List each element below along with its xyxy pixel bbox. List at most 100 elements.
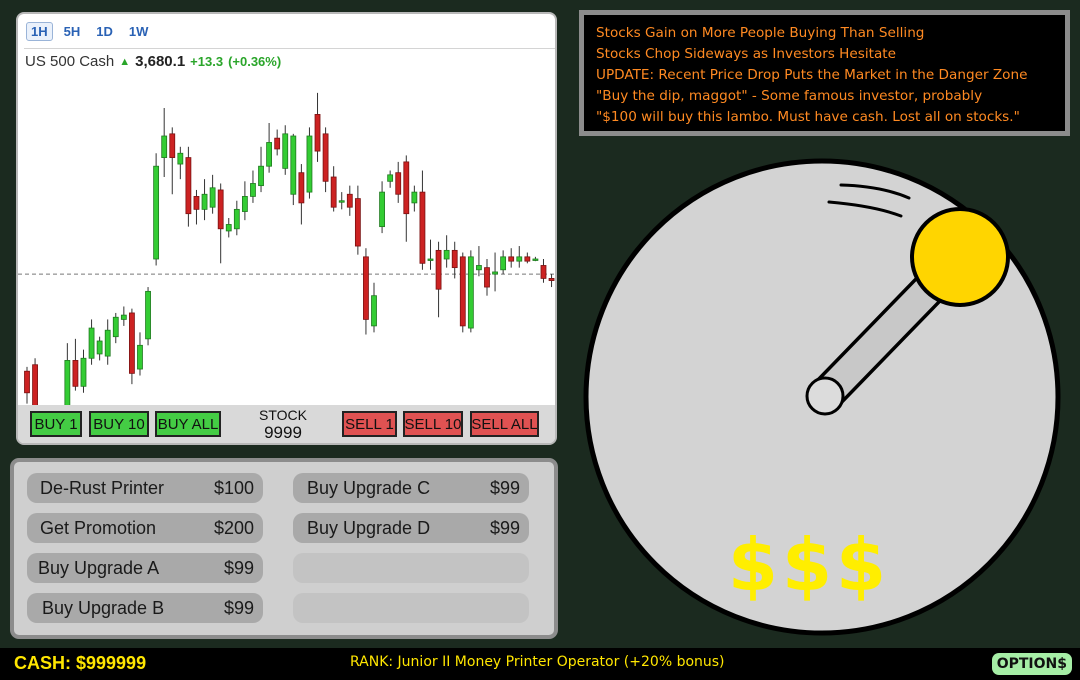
- upgrade-buy-upgrade-c[interactable]: Buy Upgrade C $99: [293, 473, 529, 503]
- candle: [435, 241, 442, 318]
- upgrade-name: Buy Upgrade D: [307, 518, 431, 538]
- candle: [233, 200, 240, 236]
- candle-body: [120, 314, 127, 320]
- current-price: 3,680.1: [135, 53, 186, 70]
- candle: [476, 246, 482, 277]
- candle-body: [330, 176, 337, 208]
- upgrade-de-rust-printer[interactable]: De-Rust Printer $100: [27, 473, 263, 503]
- news-headline: Stocks Gain on More People Buying Than S…: [596, 25, 925, 41]
- candle: [516, 246, 523, 268]
- candle: [193, 189, 200, 225]
- candle: [120, 306, 127, 326]
- upgrade-name: De-Rust Printer: [40, 478, 165, 498]
- empty-upgrade-slot: [293, 553, 529, 583]
- timeframe-5h[interactable]: 5H: [63, 24, 81, 39]
- empty-upgrade-slot: [293, 593, 529, 623]
- candle-body: [500, 256, 507, 271]
- upgrade-name: Buy Upgrade C: [307, 478, 431, 498]
- candle: [524, 252, 531, 264]
- crank-knob[interactable]: [910, 207, 1010, 307]
- candle: [80, 349, 87, 393]
- candle: [96, 336, 103, 361]
- candle: [346, 185, 353, 216]
- candlestick-chart: [18, 92, 555, 443]
- trade-bar: BUY 1 BUY 10 BUY ALL STOCK 9999 SELL 1 S…: [18, 405, 555, 443]
- candle-body: [459, 256, 466, 327]
- money-symbols: $$$: [728, 523, 890, 607]
- candle: [459, 252, 466, 333]
- candle-body: [451, 249, 458, 269]
- candle: [145, 287, 151, 346]
- candle-body: [467, 256, 474, 329]
- candle: [500, 250, 507, 275]
- candle: [129, 308, 135, 385]
- candle: [185, 146, 192, 227]
- sell-all-button[interactable]: SELL ALL: [470, 411, 539, 437]
- candle: [137, 332, 143, 376]
- candle: [322, 127, 329, 193]
- candle: [395, 161, 402, 203]
- status-bar: CASH: $999999 RANK: Junior II Money Prin…: [0, 648, 1080, 680]
- candle-body: [193, 196, 200, 210]
- candle-body: [306, 135, 313, 193]
- sell-10-button[interactable]: SELL 10: [403, 411, 463, 437]
- upgrade-buy-upgrade-b[interactable]: Buy Upgrade B $99: [27, 593, 263, 623]
- candle-body: [129, 312, 135, 374]
- candle-body: [241, 196, 248, 212]
- candle: [177, 146, 184, 180]
- stock-holdings: STOCK 9999: [250, 407, 316, 441]
- candle: [290, 133, 297, 206]
- timeframe-selector: 1H 5H 1D 1W: [26, 22, 153, 41]
- news-headline: Stocks Chop Sideways as Investors Hesita…: [596, 46, 896, 62]
- candle-body: [201, 193, 208, 210]
- upgrade-price: $99: [223, 598, 254, 618]
- rank-display: RANK: Junior II Money Printer Operator (…: [350, 654, 725, 670]
- upgrade-price: $200: [213, 518, 254, 538]
- timeframe-1d[interactable]: 1D: [96, 24, 113, 39]
- candle-body: [185, 157, 192, 215]
- upgrade-get-promotion[interactable]: Get Promotion $200: [27, 513, 263, 543]
- candle: [169, 127, 176, 195]
- candle-body: [112, 316, 119, 338]
- candle-body: [298, 172, 305, 204]
- crank-pivot: [805, 376, 845, 416]
- upgrade-buy-upgrade-d[interactable]: Buy Upgrade D $99: [293, 513, 529, 543]
- buy-all-button[interactable]: BUY ALL: [155, 411, 221, 437]
- upgrade-buy-upgrade-a[interactable]: Buy Upgrade A $99: [27, 553, 263, 583]
- candle: [484, 259, 490, 296]
- buy-1-button[interactable]: BUY 1: [30, 411, 82, 437]
- buy-10-button[interactable]: BUY 10: [89, 411, 149, 437]
- money-printer-dial[interactable]: $$$: [579, 150, 1065, 640]
- candle-body: [403, 161, 410, 215]
- candle-body: [427, 258, 434, 261]
- candle: [338, 192, 345, 210]
- spin-motion-line: [839, 183, 911, 200]
- candle: [24, 366, 30, 404]
- candle: [467, 250, 474, 333]
- candle-body: [395, 172, 402, 195]
- up-arrow-icon: ▲: [119, 55, 131, 68]
- candle-body: [508, 256, 515, 262]
- upgrade-name: Buy Upgrade B: [42, 598, 165, 618]
- candle-body: [145, 290, 151, 340]
- candle: [274, 129, 281, 156]
- candle-body: [532, 258, 539, 261]
- news-headline: "$100 will buy this lambo. Must have cas…: [596, 109, 1020, 125]
- candle-body: [540, 265, 547, 279]
- candle-body: [419, 191, 426, 264]
- candle: [72, 338, 79, 391]
- timeframe-1w[interactable]: 1W: [128, 24, 149, 39]
- timeframe-1h[interactable]: 1H: [26, 22, 53, 41]
- candle-body: [516, 256, 523, 262]
- sell-1-button[interactable]: SELL 1: [342, 411, 397, 437]
- candle: [201, 179, 208, 221]
- candle: [532, 256, 539, 262]
- candle: [314, 92, 321, 162]
- candle: [363, 248, 369, 335]
- candle-body: [153, 165, 160, 260]
- candle-body: [290, 135, 297, 195]
- candle: [88, 319, 95, 365]
- upgrade-price: $99: [489, 478, 520, 498]
- options-button[interactable]: OPTION$: [991, 653, 1072, 675]
- candle-body: [548, 278, 555, 281]
